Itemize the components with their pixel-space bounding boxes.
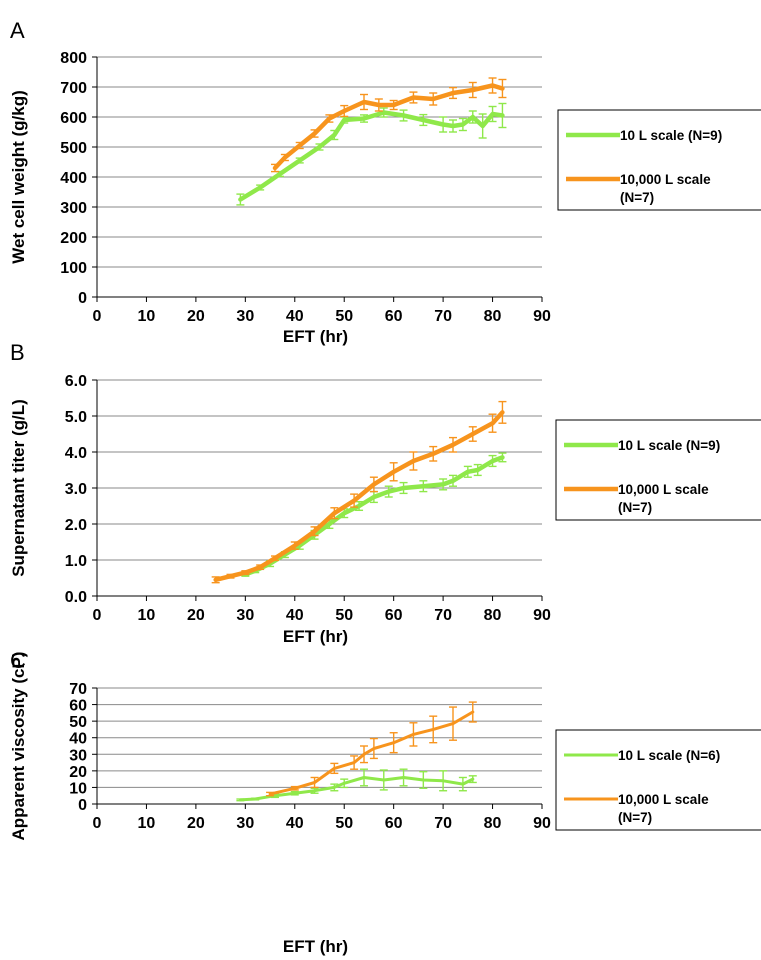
y-tick-label: 100	[60, 260, 87, 277]
legend-label: 10,000 L scale	[618, 792, 709, 807]
x-tick-label: 0	[93, 308, 102, 325]
legend-label: 10 L scale (N=6)	[618, 748, 720, 763]
series-10l	[241, 452, 507, 577]
legend-label: 10,000 L scale	[620, 172, 711, 187]
x-tick-label: 50	[335, 607, 353, 624]
x-tick-label: 40	[286, 815, 304, 832]
y-tick-label: 1.0	[65, 553, 87, 570]
y-tick-label: 2.0	[65, 517, 87, 534]
x-tick-label: 10	[138, 815, 156, 832]
series-10l	[236, 768, 477, 802]
x-tick-label: 20	[187, 308, 205, 325]
x-tick-label: 70	[434, 308, 452, 325]
x-tick-label: 80	[484, 607, 502, 624]
legend-label: (N=7)	[618, 500, 652, 515]
legend: 10 L scale (N=9) 10,000 L scale (N=7)	[557, 109, 761, 211]
series-line	[243, 455, 505, 577]
x-tick-label: 40	[286, 308, 304, 325]
y-tick-label: 20	[69, 764, 87, 781]
chart-panel-a: A 0 100 200 300 400 500 600 700 800 0 10 20 30 40 50 60 7…	[9, 18, 761, 346]
series-10000l	[266, 701, 477, 797]
legend: 10 L scale (N=9) 10,000 L scale (N=7)	[555, 419, 761, 521]
panel-label: C	[10, 648, 26, 673]
chart-panel-b: B 0.0 1.0 2.0 3.0 4.0 5.0 6.0 0 10 20 30 40 50 60 70 80 9…	[9, 340, 761, 646]
x-tick-label: 50	[335, 815, 353, 832]
x-tick-label: 30	[236, 815, 254, 832]
y-tick-label: 600	[60, 110, 87, 127]
x-tick-label: 70	[434, 815, 452, 832]
x-tick-label: 20	[187, 607, 205, 624]
legend-label: (N=7)	[618, 810, 652, 825]
series-line	[213, 410, 505, 583]
y-tick-label: 500	[60, 140, 87, 157]
x-axis-label: EFT (hr)	[283, 937, 348, 956]
y-axis-label: Supernatant titer (g/L)	[9, 399, 28, 577]
series-10000l	[211, 400, 507, 584]
x-tick-label: 60	[385, 308, 403, 325]
x-tick-label: 60	[385, 607, 403, 624]
y-tick-label: 30	[69, 747, 87, 764]
legend-box	[555, 729, 761, 831]
series-line	[238, 110, 505, 202]
x-tick-label: 80	[484, 815, 502, 832]
y-tick-label: 0	[78, 797, 87, 814]
y-tick-label: 800	[60, 50, 87, 67]
x-tick-label: 90	[533, 308, 551, 325]
series-line	[272, 83, 505, 171]
x-tick-label: 80	[484, 308, 502, 325]
panel-label: A	[10, 18, 25, 43]
series-line	[268, 710, 475, 796]
legend-label: 10 L scale (N=9)	[620, 128, 722, 143]
x-tick-label: 0	[93, 815, 102, 832]
y-tick-label: 300	[60, 200, 87, 217]
x-tick-label: 30	[236, 308, 254, 325]
y-tick-label: 400	[60, 170, 87, 187]
series-line	[238, 776, 475, 802]
x-tick-label: 10	[138, 607, 156, 624]
legend-box	[557, 109, 761, 211]
y-tick-label: 0	[78, 290, 87, 307]
y-tick-label: 200	[60, 230, 87, 247]
legend-label: 10 L scale (N=9)	[618, 438, 720, 453]
x-tick-label: 60	[385, 815, 403, 832]
x-tick-label: 90	[533, 815, 551, 832]
y-axis-label: Wet cell weight (g/kg)	[9, 90, 28, 263]
panel-label: B	[10, 340, 25, 365]
legend: 10 L scale (N=6) 10,000 L scale (N=7)	[555, 729, 761, 831]
y-tick-label: 40	[69, 731, 87, 748]
y-axis-label: Apparent viscosity (cP)	[9, 652, 28, 841]
y-tick-label: 70	[69, 681, 87, 698]
y-tick-label: 60	[69, 698, 87, 715]
legend-box	[555, 419, 761, 521]
x-tick-label: 10	[138, 308, 156, 325]
y-tick-label: 6.0	[65, 373, 87, 390]
x-tick-label: 40	[286, 607, 304, 624]
y-tick-label: 4.0	[65, 445, 87, 462]
y-tick-label: 0.0	[65, 589, 87, 606]
series-10l	[236, 102, 507, 206]
y-tick-label: 50	[69, 714, 87, 731]
y-tick-label: 10	[69, 780, 87, 797]
x-axis-label: EFT (hr)	[283, 327, 348, 346]
series-10000l	[271, 77, 507, 173]
x-tick-label: 50	[335, 308, 353, 325]
y-tick-label: 3.0	[65, 481, 87, 498]
y-tick-label: 5.0	[65, 409, 87, 426]
x-tick-label: 20	[187, 815, 205, 832]
x-axis-label: EFT (hr)	[283, 627, 348, 646]
legend-label: (N=7)	[620, 190, 654, 205]
y-tick-label: 700	[60, 80, 87, 97]
x-tick-label: 0	[93, 607, 102, 624]
x-tick-label: 90	[533, 607, 551, 624]
x-tick-label: 30	[236, 607, 254, 624]
x-tick-label: 70	[434, 607, 452, 624]
legend-label: 10,000 L scale	[618, 482, 709, 497]
